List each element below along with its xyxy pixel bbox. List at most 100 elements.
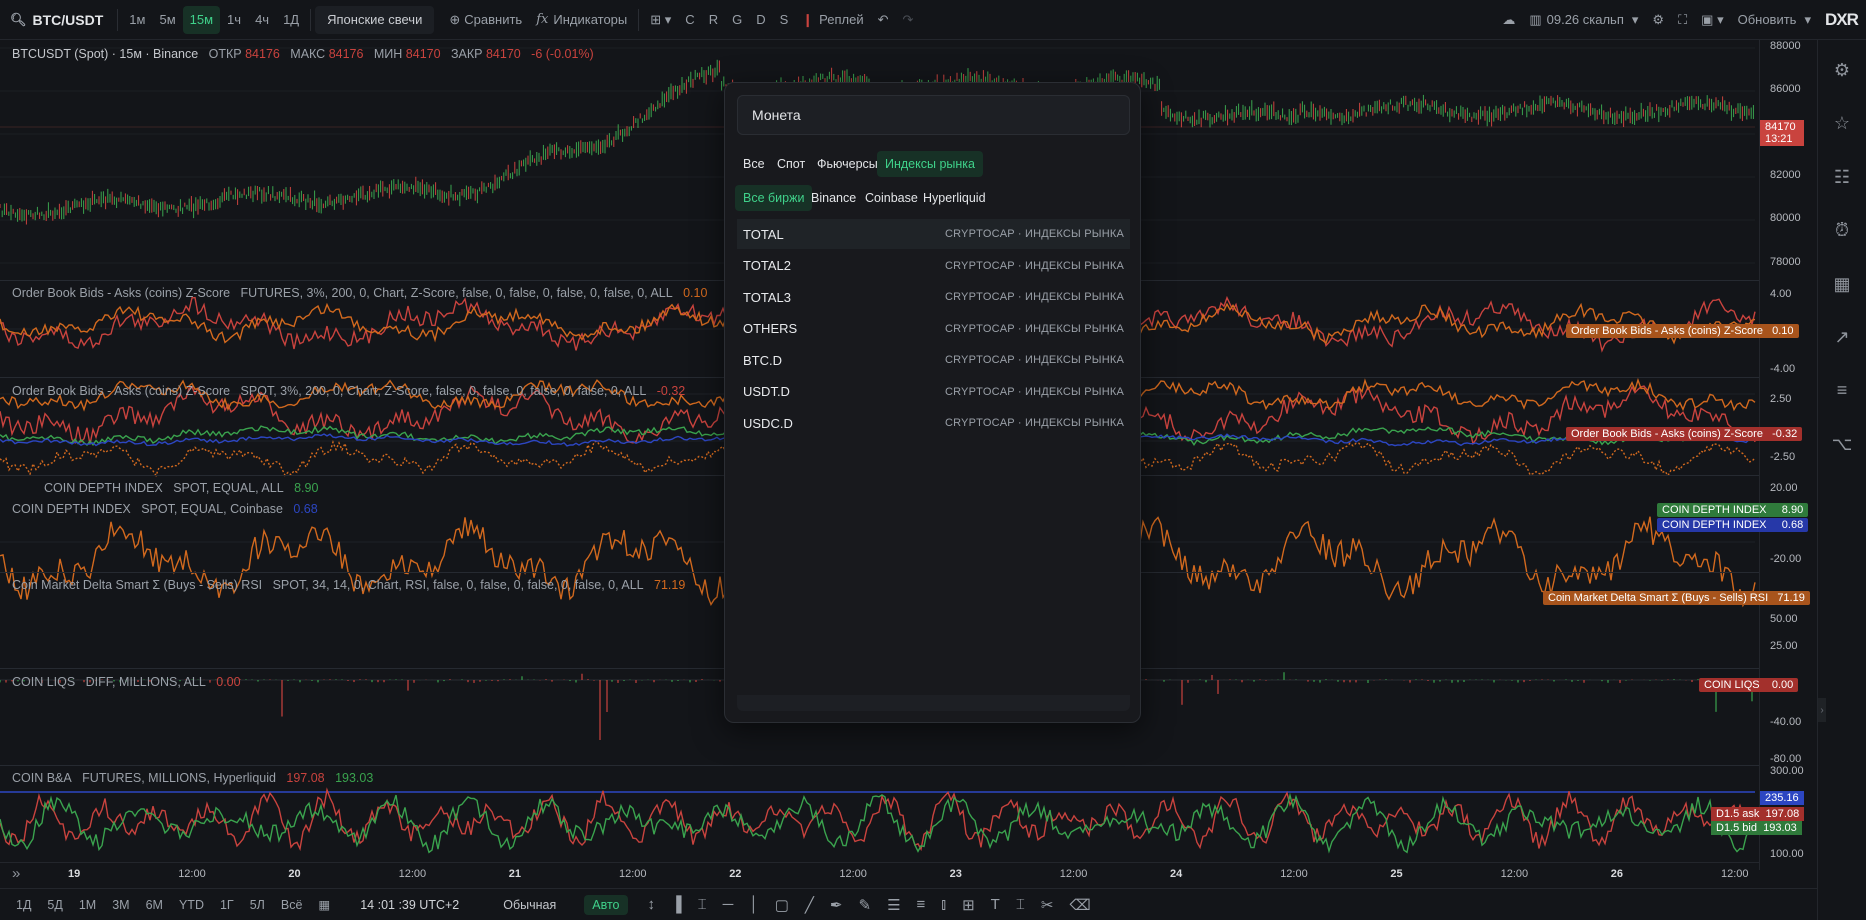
redo-button[interactable]: ↷ (896, 6, 921, 34)
letter-button[interactable]: G (725, 6, 749, 34)
calendar-icon[interactable]: ▦ (1833, 273, 1851, 294)
indicator-params: SPOT, EQUAL, Coinbase (141, 502, 283, 516)
auto-scale-button[interactable]: Авто (584, 894, 628, 915)
symbol-name: USDC.D (743, 415, 793, 431)
time-axis[interactable]: » 19 12:00 20 12:00 21 12:00 22 12:00 23 12:00 24 1… (0, 862, 1759, 886)
range-button[interactable]: 5Л (242, 898, 273, 912)
indicator-legend[interactable]: Coin Market Delta Smart Σ (Buys - Sells)… (12, 578, 685, 592)
compare-button[interactable]: ⊕ Сравнить (442, 6, 529, 34)
indicator-legend[interactable]: Order Book Bids - Asks (coins) Z-Score S… (12, 384, 685, 398)
letter-button[interactable]: S (773, 6, 796, 34)
clock[interactable]: 14 :01 :39 UTC+2 (352, 898, 467, 912)
exchange-filter[interactable]: Hyperliquid (915, 185, 994, 211)
letter-button[interactable]: C (678, 6, 701, 34)
line-chart-icon[interactable]: ↗ (1834, 326, 1850, 347)
interval-button[interactable]: 1Д (276, 6, 306, 34)
brush-icon[interactable]: ✒ (829, 896, 843, 914)
interval-button[interactable]: 1ч (220, 6, 248, 34)
range-button[interactable]: YTD (171, 898, 212, 912)
collapse-handle[interactable]: › (1818, 698, 1826, 722)
fib-icon[interactable]: ⫾ (941, 895, 947, 913)
alarm-icon[interactable]: ⏰︎ (1834, 219, 1850, 240)
price-tick: 78000 (1770, 256, 1801, 268)
interval-button[interactable]: 5м (152, 6, 182, 34)
scroll-right-icon[interactable]: » (12, 865, 21, 882)
interval-button[interactable]: 4ч (248, 6, 276, 34)
range-label: 1М (78, 897, 97, 912)
market-tab[interactable]: Все (735, 151, 773, 177)
grid-icon[interactable]: ⊞ (962, 896, 975, 914)
market-tab[interactable]: Спот (769, 151, 813, 177)
range-button[interactable]: 5Д (39, 898, 70, 912)
snapshot-button[interactable]: ▣ ▾ (1694, 6, 1730, 34)
interval-button[interactable]: 1м (122, 6, 152, 34)
range-button[interactable]: Всё (273, 898, 311, 912)
gear-icon[interactable]: ⚙ (1833, 59, 1851, 80)
pencil-icon[interactable]: ✎ (858, 896, 872, 914)
market-tab[interactable]: Фьючерсы (809, 151, 886, 177)
pane-divider[interactable] (0, 765, 1759, 766)
range-button[interactable]: 1М (71, 898, 104, 912)
market-tab[interactable]: Индексы рынка (877, 151, 983, 177)
indicator-legend[interactable]: COIN DEPTH INDEX SPOT, EQUAL, ALL 8.90 (44, 481, 318, 495)
vertical-arrows-icon[interactable]: ↕ (647, 895, 656, 913)
replay-button[interactable]: ❙ Реплей (795, 6, 870, 34)
rectangle-icon[interactable]: ▢ (774, 896, 789, 914)
update-button[interactable]: Обновить ▾ (1731, 6, 1818, 34)
coin-search-input[interactable]: Монета (737, 95, 1130, 135)
bar-pattern-icon[interactable]: ▐ (671, 895, 682, 913)
chart-type-button[interactable]: Японские свечи (315, 5, 435, 34)
measure-icon[interactable]: ⌶ (1015, 895, 1025, 913)
cloud-save-button[interactable]: ☁ (1495, 6, 1522, 34)
indicator-legend[interactable]: COIN DEPTH INDEX SPOT, EQUAL, Coinbase 0… (12, 502, 318, 516)
notes-icon[interactable]: ☷ (1833, 166, 1851, 187)
search-placeholder: Монета (752, 107, 801, 123)
exchange-filter[interactable]: Coinbase (857, 185, 926, 211)
range-button[interactable]: 3М (104, 898, 137, 912)
orderbook-icon[interactable]: ≡ (1836, 379, 1848, 400)
price-axis[interactable]: 88000 86000 82000 80000 78000 84170 13:21… (1759, 40, 1817, 870)
indicators-button[interactable]: fx Индикаторы (529, 6, 634, 34)
range-button[interactable]: 1Д (8, 898, 39, 912)
tag-value: 235.16 (1765, 792, 1799, 804)
parallel-icon[interactable]: ≡ (916, 895, 926, 913)
indicator-legend[interactable]: Order Book Bids - Asks (coins) Z-Score F… (12, 286, 707, 300)
symbol-row[interactable]: BTC.D CRYPTOCAP · ИНДЕКСЫ РЫНКА (737, 345, 1130, 375)
ruler-icon[interactable]: ✂ (1040, 896, 1054, 914)
range-button[interactable]: 6М (138, 898, 171, 912)
exchange-filter[interactable]: Binance (803, 185, 864, 211)
indicator-legend[interactable]: COIN B&A FUTURES, MILLIONS, Hyperliquid … (12, 771, 373, 785)
letter-button[interactable]: R (702, 6, 725, 34)
star-icon[interactable]: ☆ (1833, 112, 1851, 133)
tag-value: 8.90 (1781, 504, 1804, 516)
layout-grid-button[interactable]: ⊞ ▾ (643, 6, 678, 34)
eraser-icon[interactable]: ⌫ (1069, 896, 1091, 914)
symbol-row[interactable]: TOTAL CRYPTOCAP · ИНДЕКСЫ РЫНКА (737, 219, 1130, 249)
vertical-line-icon[interactable]: │ (749, 895, 759, 913)
horizontal-line-icon[interactable]: ─ (722, 895, 734, 913)
settings-button[interactable]: ⚙ (1645, 6, 1671, 34)
time-tick: 12:00 (839, 868, 867, 880)
interval-button[interactable]: 15м (182, 5, 221, 34)
share-icon[interactable]: ⌥ (1831, 433, 1853, 454)
channel-icon[interactable]: ☰ (887, 896, 901, 914)
symbol-row[interactable]: TOTAL2 CRYPTOCAP · ИНДЕКСЫ РЫНКА (737, 251, 1130, 281)
symbol-search[interactable]: 🔍︎ BTC/USDT (0, 0, 113, 40)
text-icon[interactable]: T (990, 895, 1000, 913)
trendline-icon[interactable]: ╱ (804, 896, 814, 914)
symbol-row[interactable]: TOTAL3 CRYPTOCAP · ИНДЕКСЫ РЫНКА (737, 282, 1130, 312)
indicator-value-bid: 193.03 (335, 771, 374, 785)
range-button[interactable]: 1Г (212, 898, 242, 912)
symbol-row[interactable]: USDT.D CRYPTOCAP · ИНДЕКСЫ РЫНКА (737, 377, 1130, 407)
fullscreen-button[interactable]: ⛶ (1671, 6, 1694, 34)
symbol-row[interactable]: USDC.D CRYPTOCAP · ИНДЕКСЫ РЫНКА (737, 408, 1130, 438)
layout-menu-button[interactable]: ▥ 09.26 скальп ▾ (1522, 6, 1645, 34)
indicator-legend[interactable]: COIN LIQS DIFF, MILLIONS, ALL 0.00 (12, 675, 241, 689)
letter-button[interactable]: D (749, 6, 772, 34)
calendar-button[interactable]: ▦ (310, 897, 338, 912)
cursor-text-icon[interactable]: ⌶ (697, 895, 707, 913)
exchange-filter[interactable]: Все биржи (735, 185, 813, 211)
scale-mode-button[interactable]: Обычная (495, 898, 564, 912)
symbol-row[interactable]: OTHERS CRYPTOCAP · ИНДЕКСЫ РЫНКА (737, 314, 1130, 344)
undo-button[interactable]: ↶ (871, 6, 896, 34)
